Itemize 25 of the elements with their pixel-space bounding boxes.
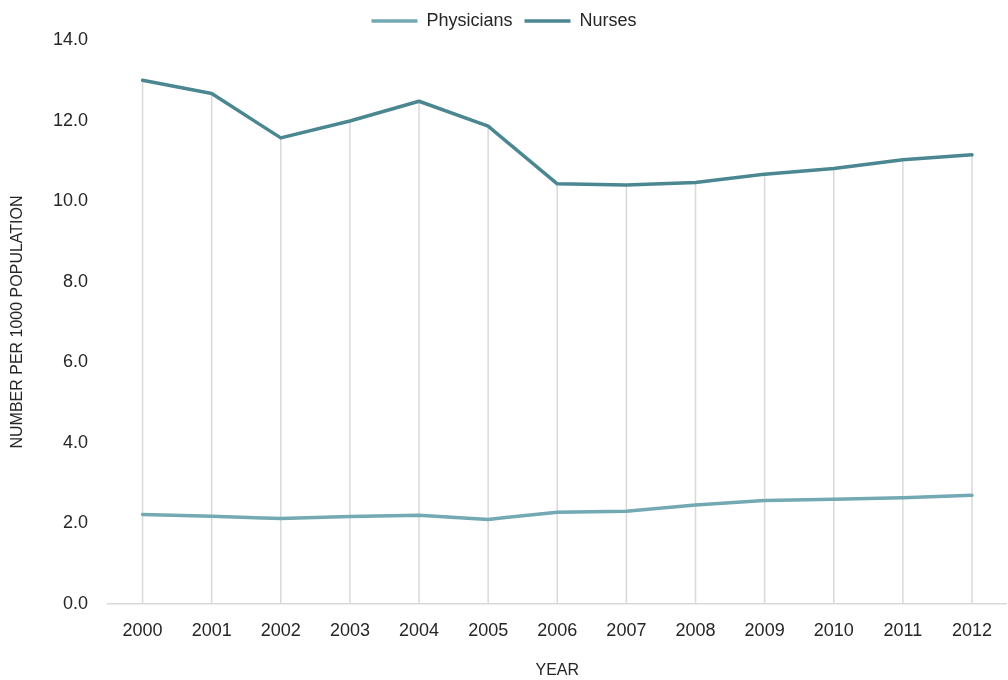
x-tick-label: 2012 xyxy=(951,619,992,640)
x-tick-label: 2008 xyxy=(675,619,716,640)
x-tick-label: 2007 xyxy=(606,619,647,640)
y-tick-label: 2.0 xyxy=(62,512,88,533)
x-tick-label: 2000 xyxy=(122,619,163,640)
y-tick-label: 10.0 xyxy=(52,190,88,211)
x-tick-label: 2010 xyxy=(813,619,854,640)
x-tick-label: 2003 xyxy=(329,619,370,640)
y-tick-label: 6.0 xyxy=(62,351,88,372)
x-tick-label: 2009 xyxy=(744,619,785,640)
x-tick-label: 2011 xyxy=(883,619,923,640)
y-tick-label: 8.0 xyxy=(62,270,88,291)
x-tick-label: 2004 xyxy=(399,619,440,640)
x-tick-label: 2002 xyxy=(260,619,301,640)
y-tick-label: 12.0 xyxy=(52,109,88,130)
x-axis-title: YEAR xyxy=(535,660,580,678)
y-axis-title: NUMBER PER 1000 POPULATION xyxy=(8,195,26,449)
y-tick-label: 4.0 xyxy=(62,431,88,452)
x-tick-label: 2005 xyxy=(468,619,509,640)
x-tick-label: 2006 xyxy=(537,619,578,640)
legend-label: Physicians xyxy=(426,9,513,30)
x-tick-label: 2001 xyxy=(191,619,232,640)
legend-label: Nurses xyxy=(579,9,637,30)
y-tick-label: 14.0 xyxy=(52,28,88,49)
y-tick-label: 0.0 xyxy=(62,592,88,613)
